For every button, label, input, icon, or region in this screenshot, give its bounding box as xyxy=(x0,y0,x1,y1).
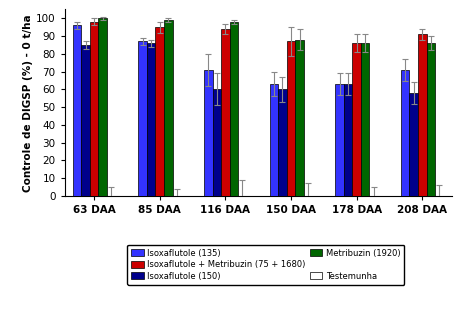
Bar xyxy=(138,41,147,196)
Bar xyxy=(344,84,352,196)
Bar xyxy=(401,70,409,196)
Bar xyxy=(230,22,238,196)
Bar xyxy=(352,43,361,196)
Bar xyxy=(335,84,344,196)
Bar xyxy=(213,89,221,196)
Bar xyxy=(98,18,107,196)
Bar xyxy=(287,41,295,196)
Y-axis label: Controle de DIGSP (%) - 0 t/ha: Controle de DIGSP (%) - 0 t/ha xyxy=(23,14,33,191)
Bar xyxy=(73,26,81,196)
Bar xyxy=(90,22,98,196)
Bar xyxy=(426,43,435,196)
Bar xyxy=(221,29,230,196)
Bar xyxy=(155,27,164,196)
Bar xyxy=(361,43,369,196)
Bar xyxy=(164,20,172,196)
Bar xyxy=(204,70,213,196)
Bar xyxy=(81,45,90,196)
Bar xyxy=(295,40,304,196)
Legend: Isoxaflutole (135), Isoxaflutole + Metribuzin (75 + 1680), Isoxaflutole (150), M: Isoxaflutole (135), Isoxaflutole + Metri… xyxy=(127,245,404,285)
Bar xyxy=(270,84,278,196)
Bar xyxy=(278,89,287,196)
Bar xyxy=(418,34,426,196)
Bar xyxy=(147,43,155,196)
Bar xyxy=(409,93,418,196)
